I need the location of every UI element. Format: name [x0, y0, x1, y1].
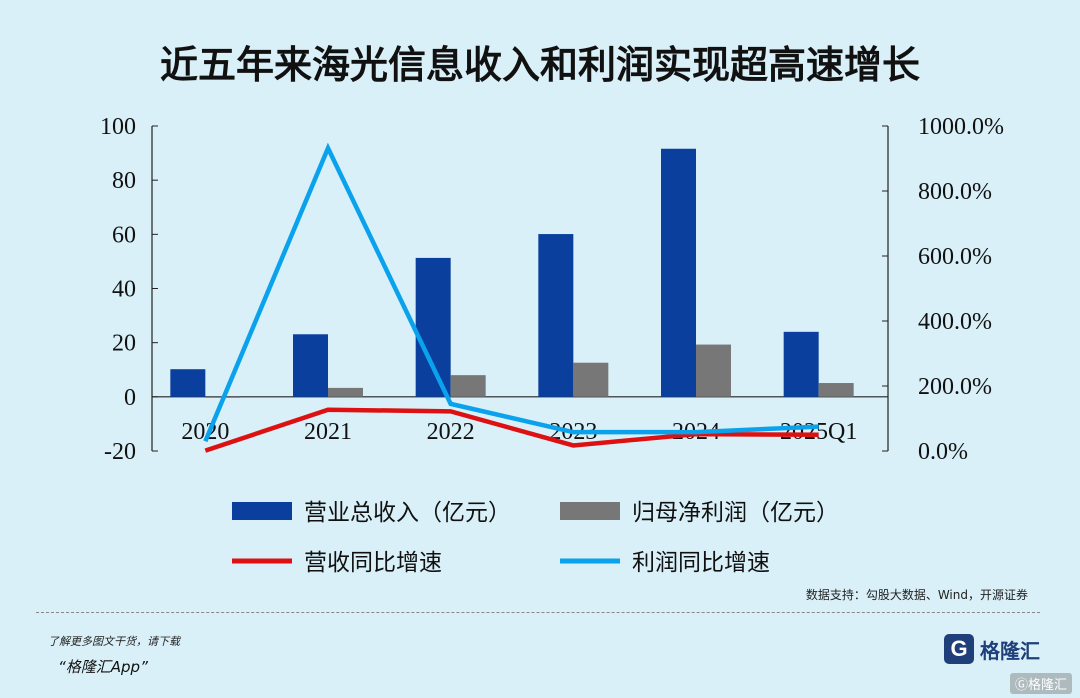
left-tick-label: 0 — [124, 385, 136, 411]
bar-revenue — [661, 148, 696, 397]
left-tick-label: 80 — [112, 168, 136, 194]
bar-profit — [818, 383, 854, 397]
promo-app-name: “格隆汇App” — [58, 658, 148, 676]
bar-profit — [328, 387, 363, 397]
x-tick-label: 2022 — [427, 419, 475, 445]
legend-label: 营收同比增速 — [304, 550, 442, 576]
x-tick-label: 2025Q1 — [780, 419, 857, 445]
left-tick-label: 60 — [112, 222, 136, 248]
left-tick-label: 100 — [100, 114, 136, 140]
corner-watermark: Ⓖ格隆汇 — [1009, 673, 1072, 694]
chart-title: 近五年来海光信息收入和利润实现超高速增长 — [159, 43, 920, 87]
brand-name: 格隆汇 — [980, 638, 1040, 663]
right-tick-label: 400.0% — [918, 309, 992, 335]
right-tick-label: 600.0% — [918, 244, 992, 270]
right-tick-label: 200.0% — [918, 374, 992, 400]
bar-revenue — [415, 257, 451, 397]
bar-profit — [573, 362, 609, 397]
bar-revenue — [783, 331, 819, 397]
bar-profit — [450, 375, 486, 397]
bar-profit — [696, 344, 731, 397]
right-tick-label: 1000.0% — [918, 114, 1004, 140]
bar-revenue — [293, 334, 328, 397]
right-tick-label: 800.0% — [918, 179, 992, 205]
revenue-growth-line — [204, 407, 819, 453]
bar-revenue — [170, 369, 206, 397]
left-tick-label: 40 — [112, 277, 136, 303]
legend-swatch — [560, 502, 620, 520]
legend-label: 营业总收入（亿元） — [304, 500, 511, 526]
left-tick-label: 20 — [112, 331, 136, 357]
brand-g-icon: G — [944, 634, 974, 664]
bar-revenue — [538, 234, 574, 397]
brand-logo: G 格隆汇 — [944, 634, 1040, 664]
legend-label: 归母净利润（亿元） — [632, 500, 839, 526]
right-tick-label: 0.0% — [918, 439, 968, 465]
promo-text: 了解更多图文干货，请下载 — [48, 635, 180, 648]
legend-label: 利润同比增速 — [632, 550, 770, 576]
profit-growth-line — [203, 142, 819, 443]
x-tick-label: 2021 — [304, 419, 352, 445]
left-tick-label: -20 — [104, 439, 136, 465]
source-note: 数据支持：勾股大数据、Wind，开源证券 — [805, 588, 1028, 602]
legend-swatch — [232, 502, 292, 520]
divider — [36, 612, 1040, 613]
combo-chart: 100 80 60 40 20 0 -20 1000.0% 800.0% 600.0% 400.0%… — [100, 114, 1004, 576]
